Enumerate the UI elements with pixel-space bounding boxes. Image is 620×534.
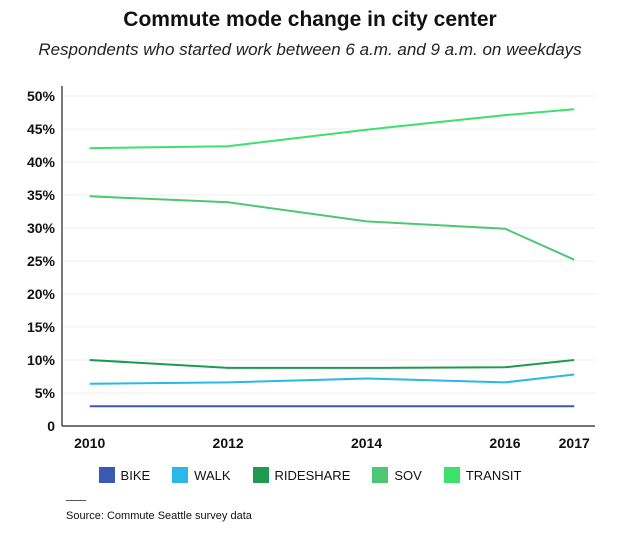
y-tick-label: 20%	[27, 286, 56, 302]
y-tick-label: 25%	[27, 253, 56, 269]
legend-swatch	[252, 467, 269, 483]
legend-label: TRANSIT	[465, 467, 522, 483]
x-tick-label: 2010	[74, 435, 105, 451]
x-tick-label: 2017	[559, 435, 590, 451]
axes	[61, 86, 595, 427]
legend-item-walk: WALK	[172, 467, 231, 483]
y-tick-label: 30%	[27, 220, 56, 236]
legend-item-rideshare: RIDESHARE	[252, 467, 351, 483]
legend-swatch	[443, 467, 460, 483]
y-tick-label: 10%	[27, 352, 56, 368]
legend-label: RIDESHARE	[274, 467, 351, 483]
legend-label: SOV	[394, 467, 422, 483]
legend-item-transit: TRANSIT	[443, 467, 522, 483]
chart-title: Commute mode change in city center	[123, 8, 497, 31]
y-tick-label: 50%	[27, 88, 56, 104]
y-tick-label: 45%	[27, 121, 56, 137]
legend-item-bike: BIKE	[98, 467, 151, 483]
series-line-transit	[89, 108, 575, 150]
chart-subtitle: Respondents who started work between 6 a…	[38, 40, 582, 59]
x-tick-label: 2014	[351, 435, 382, 451]
y-tick-label: 5%	[35, 385, 56, 401]
x-tick-label: 2016	[489, 435, 520, 451]
x-tick-labels: 2010 2012 2014 2016 2017	[74, 435, 590, 451]
source-divider	[66, 500, 86, 501]
gridlines	[62, 95, 595, 394]
legend-item-sov: SOV	[372, 467, 422, 483]
legend-label: BIKE	[120, 467, 151, 483]
series-line-walk	[89, 373, 575, 385]
legend-swatch	[372, 467, 389, 483]
series-lines	[89, 108, 575, 408]
y-tick-label: 40%	[27, 154, 56, 170]
y-tick-label: 15%	[27, 319, 56, 335]
y-tick-label: 35%	[27, 187, 56, 203]
y-tick-label: 0	[47, 418, 55, 434]
legend-swatch	[98, 467, 115, 483]
series-line-sov	[89, 195, 575, 261]
legend-label: WALK	[194, 467, 231, 483]
chart-legend: BIKE WALK RIDESHARE SOV TRANSIT	[0, 467, 620, 483]
legend-swatch	[172, 467, 189, 483]
x-tick-label: 2012	[213, 435, 244, 451]
y-tick-labels: 0 5% 10% 15% 20% 25% 30% 35% 40% 45% 50%	[27, 88, 56, 434]
source-note: Source: Commute Seattle survey data	[66, 510, 252, 522]
series-line-rideshare	[89, 359, 575, 369]
